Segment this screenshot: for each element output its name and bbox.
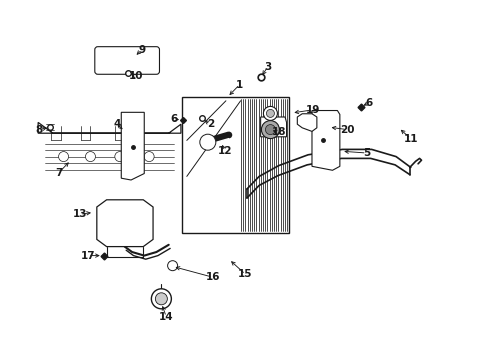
Text: 1: 1 xyxy=(236,80,243,90)
Text: 18: 18 xyxy=(271,127,285,138)
Text: 12: 12 xyxy=(217,146,232,156)
Text: 7: 7 xyxy=(55,168,62,178)
Polygon shape xyxy=(97,200,153,247)
Text: 6: 6 xyxy=(170,114,177,124)
Text: 10: 10 xyxy=(128,71,143,81)
Circle shape xyxy=(200,134,215,150)
Text: 9: 9 xyxy=(138,45,145,55)
Polygon shape xyxy=(260,117,286,137)
Circle shape xyxy=(155,293,167,305)
Polygon shape xyxy=(38,122,181,133)
Text: 20: 20 xyxy=(339,125,354,135)
Circle shape xyxy=(85,152,95,162)
Circle shape xyxy=(59,152,68,162)
Text: 13: 13 xyxy=(72,209,87,219)
Text: 6: 6 xyxy=(365,98,372,108)
Text: 14: 14 xyxy=(159,312,173,322)
Text: 16: 16 xyxy=(205,272,220,282)
Circle shape xyxy=(261,121,279,139)
Text: 5: 5 xyxy=(363,148,369,158)
Polygon shape xyxy=(297,114,316,131)
Text: 11: 11 xyxy=(403,134,417,144)
Text: 19: 19 xyxy=(305,105,320,115)
Circle shape xyxy=(167,261,177,271)
Text: 17: 17 xyxy=(81,251,95,261)
Circle shape xyxy=(266,109,274,117)
Text: 2: 2 xyxy=(206,119,213,129)
Circle shape xyxy=(115,152,124,162)
Polygon shape xyxy=(121,112,144,180)
Bar xyxy=(182,97,289,233)
Circle shape xyxy=(151,289,171,309)
FancyBboxPatch shape xyxy=(95,47,159,74)
Text: 8: 8 xyxy=(36,125,42,135)
Text: 4: 4 xyxy=(113,119,121,129)
Circle shape xyxy=(263,107,277,120)
Circle shape xyxy=(144,152,154,162)
Text: 3: 3 xyxy=(264,62,271,72)
Polygon shape xyxy=(311,111,339,170)
Text: 15: 15 xyxy=(238,269,252,279)
Circle shape xyxy=(265,125,275,135)
